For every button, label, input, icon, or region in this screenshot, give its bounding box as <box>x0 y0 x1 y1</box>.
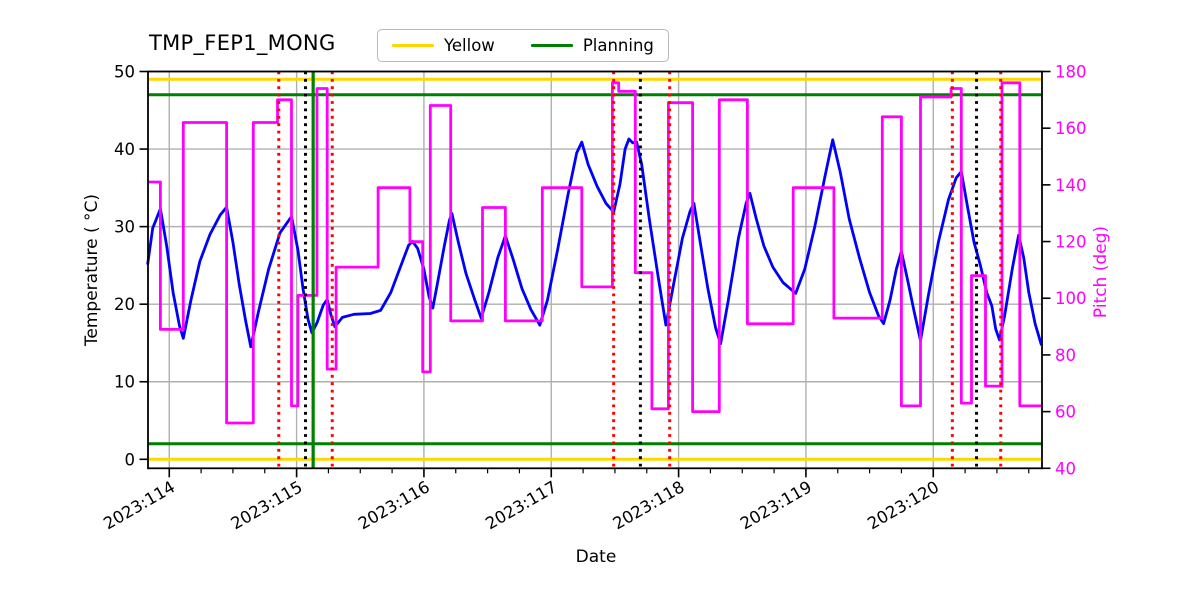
y-right-tick-label: 60 <box>1055 403 1076 422</box>
x-tick-label: 2023:119 <box>737 477 815 533</box>
pitch-line <box>147 81 1042 425</box>
y-left-tick-label: 20 <box>114 295 135 314</box>
planning-line-swatch-icon <box>530 43 573 48</box>
y-left-tick-label: 40 <box>114 140 135 159</box>
x-tick-label: 2023:114 <box>100 477 178 533</box>
y-right-tick-label: 180 <box>1055 63 1087 82</box>
y-left-tick-label: 0 <box>125 450 136 469</box>
x-axis-label: Date <box>576 547 617 567</box>
x-tick-label: 2023:117 <box>482 477 560 533</box>
chart-generated-layers: 2023:114 2023:115 2023:116 2023:117 2023:118… <box>100 63 1086 534</box>
yellow-line-swatch-icon <box>392 43 434 48</box>
legend-label-planning: Planning <box>582 36 654 55</box>
y-right-tick-label: 140 <box>1055 176 1087 195</box>
y-axis-label-right: Pitch (deg) <box>1091 226 1111 318</box>
axes-spines <box>147 70 1043 470</box>
x-tick-label: 2023:120 <box>864 477 942 533</box>
x-tick-label: 2023:115 <box>228 477 306 533</box>
legend-label-yellow: Yellow <box>444 36 495 55</box>
y-left-tick-label: 30 <box>114 218 135 237</box>
y-left-tick-label: 10 <box>114 373 135 392</box>
y-right-tick-label: 40 <box>1055 459 1076 478</box>
y-right-tick-label: 80 <box>1055 346 1076 365</box>
y-left-tick-label: 50 <box>114 63 135 82</box>
x-tick-label: 2023:116 <box>355 477 433 533</box>
y-right-tick-label: 160 <box>1055 119 1087 138</box>
legend-item-planning: Planning <box>530 36 654 55</box>
temperature-line <box>146 137 1043 349</box>
legend-item-yellow: Yellow <box>392 36 495 55</box>
x-tick-label: 2023:118 <box>610 477 688 533</box>
y-right-tick-label: 120 <box>1055 233 1087 252</box>
chart-title: TMP_FEP1_MONG <box>149 31 336 55</box>
y-axis-label-left: Temperature ( °C) <box>82 194 102 347</box>
y-right-tick-label: 100 <box>1055 289 1087 308</box>
legend: Yellow Planning <box>377 29 669 62</box>
